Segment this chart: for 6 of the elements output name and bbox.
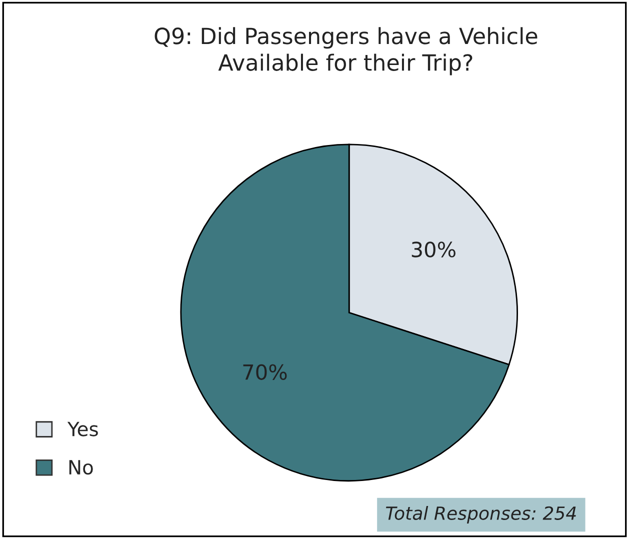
data-label: 70% [243,364,287,380]
legend-label: Yes [67,422,98,436]
legend-label: No [69,460,93,475]
data-label: 30% [412,242,456,258]
chart-title: Q9: Did Passengers have a Vehicle Available for their Trip? [154,27,538,76]
text: Total Responses: 254 [386,506,576,524]
